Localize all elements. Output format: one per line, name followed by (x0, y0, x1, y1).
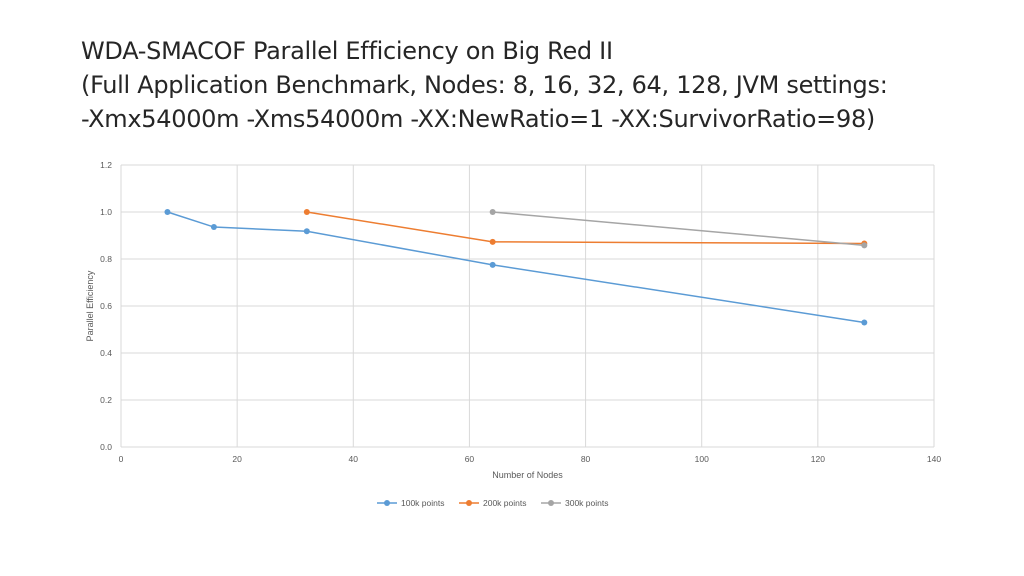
legend-label: 300k points (565, 498, 608, 508)
legend-marker (548, 500, 554, 506)
chart-title-line-3: -Xmx54000m -Xms54000m -XX:NewRatio=1 -XX… (81, 105, 875, 133)
legend-label: 100k points (401, 498, 444, 508)
x-axis-title: Number of Nodes (492, 470, 563, 480)
x-tick-label: 60 (465, 454, 475, 464)
y-tick-label: 0.6 (100, 301, 112, 311)
x-tick-label: 100 (695, 454, 709, 464)
legend-marker (466, 500, 472, 506)
x-tick-label: 120 (811, 454, 825, 464)
data-point (164, 209, 171, 215)
data-point (303, 228, 310, 235)
data-point (210, 224, 217, 231)
x-tick-label: 40 (349, 454, 359, 464)
y-tick-label: 1.2 (100, 160, 112, 170)
y-tick-label: 0.8 (100, 254, 112, 264)
y-tick-label: 0.0 (100, 442, 112, 452)
data-point (489, 238, 496, 245)
series-line-3 (492, 211, 865, 247)
data-point (303, 209, 310, 215)
legend-marker (384, 500, 390, 506)
data-point (489, 209, 496, 215)
y-tick-label: 1.0 (100, 207, 112, 217)
y-tick-label: 0.4 (100, 348, 112, 358)
y-axis-title: Parallel Efficiency (85, 270, 95, 341)
data-point (861, 242, 868, 249)
data-point (489, 261, 496, 268)
data-point (861, 319, 868, 326)
x-tick-label: 20 (232, 454, 242, 464)
chart-title: WDA-SMACOF Parallel Efficiency on Big Re… (81, 34, 1001, 136)
chart-title-line-2: (Full Application Benchmark, Nodes: 8, 1… (81, 71, 888, 99)
x-tick-label: 80 (581, 454, 591, 464)
y-tick-label: 0.2 (100, 395, 112, 405)
chart-title-line-1: WDA-SMACOF Parallel Efficiency on Big Re… (81, 37, 613, 65)
legend-label: 200k points (483, 498, 526, 508)
x-tick-label: 0 (119, 454, 124, 464)
x-tick-label: 140 (927, 454, 941, 464)
